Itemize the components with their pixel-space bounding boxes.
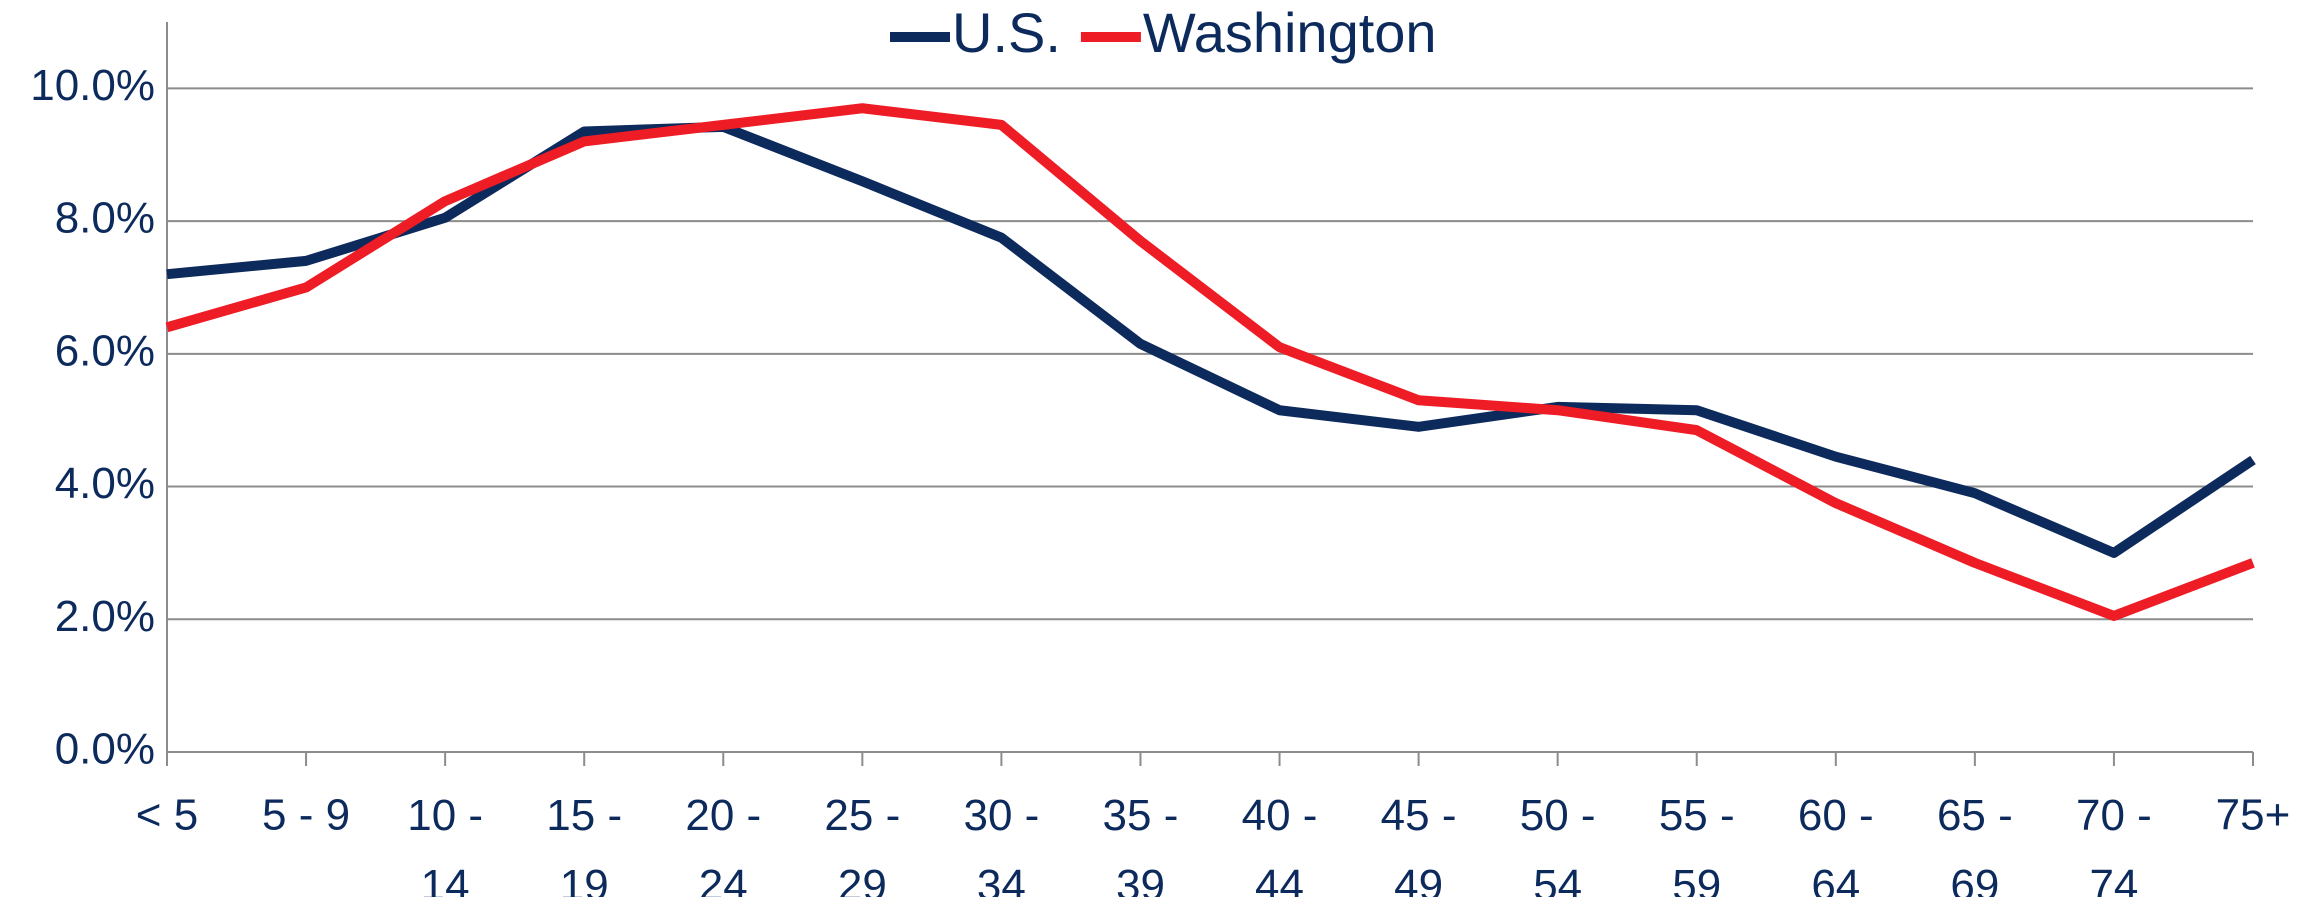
x-tick-label: 75+ xyxy=(2216,791,2291,840)
x-tick-label: 55 - 59 xyxy=(1659,791,1735,897)
x-tick-label-line: 44 xyxy=(1255,861,1304,897)
line-series xyxy=(165,103,2255,621)
x-tick-label: 40 - 44 xyxy=(1242,791,1318,897)
x-tick-label: 70 - 74 xyxy=(2076,791,2152,897)
x-tick-label-line: 64 xyxy=(1811,861,1860,897)
x-tick-label-line: 10 - xyxy=(407,791,483,840)
legend-label: Washington xyxy=(1143,1,1437,64)
x-tick-label-line: 49 xyxy=(1394,861,1443,897)
x-tick-label-line: 25 - xyxy=(824,791,900,840)
x-tick-label: < 5 xyxy=(136,791,198,840)
x-tick-label-line: 55 - xyxy=(1659,791,1735,840)
x-tick-label: 20 - 24 xyxy=(685,791,761,897)
x-tick-label-line: 60 - xyxy=(1798,791,1874,840)
y-tick-label: 10.0% xyxy=(30,61,155,110)
y-tick-label: 8.0% xyxy=(55,194,155,243)
x-tick-label: 25 - 29 xyxy=(824,791,900,897)
x-tick-label-line: 69 xyxy=(1950,861,1999,897)
y-tick-label: 6.0% xyxy=(55,326,155,375)
x-tick-label-line: 65 - xyxy=(1937,791,2013,840)
x-tick-label-line: 70 - xyxy=(2076,791,2152,840)
x-tick-label-line: 20 - xyxy=(685,791,761,840)
x-tick-label-line: 59 xyxy=(1672,861,1721,897)
legend-label: U.S. xyxy=(952,1,1061,64)
x-tick-label: 60 - 64 xyxy=(1798,791,1874,897)
x-tick-label: 15 - 19 xyxy=(546,791,622,897)
x-tick-label-line: 45 - xyxy=(1381,791,1457,840)
x-tick-label: 45 - 49 xyxy=(1381,791,1457,897)
x-tick-label: 35 - 39 xyxy=(1103,791,1179,897)
x-tick-label-line: 14 xyxy=(421,861,470,897)
x-tick-label-line: 74 xyxy=(2089,861,2138,897)
x-tick-label: 50 - 54 xyxy=(1520,791,1596,897)
x-tick-label: 5 - 9 xyxy=(262,791,350,840)
x-tick-label: 65 - 69 xyxy=(1937,791,2013,897)
x-tick-label-line: 29 xyxy=(838,861,887,897)
x-tick-label-line: 35 - xyxy=(1103,791,1179,840)
x-tick-label-line: 54 xyxy=(1533,861,1582,897)
x-tick-label-line: 39 xyxy=(1116,861,1165,897)
x-tick-label-line: 34 xyxy=(977,861,1026,897)
x-tick-label-line: 50 - xyxy=(1520,791,1596,840)
y-tick-label: 0.0% xyxy=(55,725,155,774)
x-tick-label-line: 30 - xyxy=(963,791,1039,840)
x-tick-label-line: 19 xyxy=(560,861,609,897)
x-tick-label-line: 40 - xyxy=(1242,791,1318,840)
x-tick-label: 10 - 14 xyxy=(407,791,483,897)
x-tick-label-line: 15 - xyxy=(546,791,622,840)
x-tick-label-line: 24 xyxy=(699,861,748,897)
y-tick-label: 4.0% xyxy=(55,459,155,508)
x-tick-label: 30 - 34 xyxy=(963,791,1039,897)
y-tick-label: 2.0% xyxy=(55,592,155,641)
